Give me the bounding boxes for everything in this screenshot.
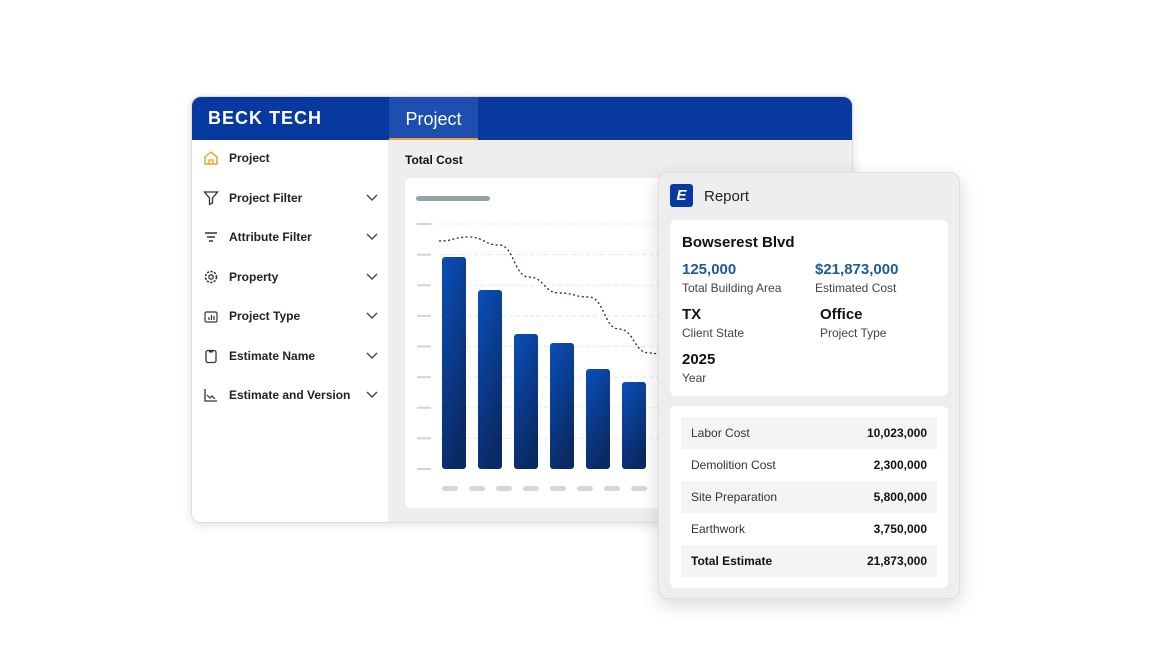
- cost-value: $21,873,000: [815, 261, 899, 278]
- table-row: Site Preparation 5,800,000: [681, 481, 937, 513]
- tab-project[interactable]: Project: [389, 97, 478, 140]
- header: BECK TECH Project: [192, 97, 852, 140]
- chevron-down-icon[interactable]: [366, 307, 378, 325]
- table-row: Labor Cost 10,023,000: [681, 417, 937, 449]
- sidebar-item-label: Attribute Filter: [229, 230, 312, 244]
- bar: [586, 369, 610, 469]
- cost-table: Labor Cost 10,023,000 Demolition Cost 2,300…: [670, 406, 948, 588]
- table-row: Earthwork 3,750,000: [681, 513, 937, 545]
- chevron-down-icon[interactable]: [366, 347, 378, 365]
- sidebar-item-estimate-and-version[interactable]: Estimate and Version: [192, 381, 388, 409]
- project-name: Bowserest Blvd: [682, 234, 795, 251]
- filter-icon: [203, 190, 219, 206]
- table-row: Total Estimate 21,873,000: [681, 545, 937, 577]
- row-amount: 5,800,000: [873, 490, 927, 504]
- row-label: Site Preparation: [691, 490, 778, 504]
- gear-icon: [203, 269, 219, 285]
- area-label: Total Building Area: [682, 281, 782, 295]
- year-value: 2025: [682, 351, 716, 368]
- row-amount: 2,300,000: [873, 458, 927, 472]
- type-value: Office: [820, 306, 863, 323]
- row-label: Labor Cost: [691, 426, 750, 440]
- sidebar-item-project-type[interactable]: Project Type: [192, 302, 388, 330]
- table-row: Demolition Cost 2,300,000: [681, 449, 937, 481]
- bar: [442, 257, 466, 469]
- row-amount: 10,023,000: [866, 426, 927, 440]
- x-tick-label-placeholder: [442, 486, 458, 491]
- bar-chart-icon: [203, 308, 219, 324]
- sort-lines-icon: [203, 229, 219, 245]
- type-label: Project Type: [820, 326, 887, 340]
- home-icon: [203, 150, 219, 166]
- bar: [622, 382, 646, 469]
- row-label: Total Estimate: [691, 554, 773, 568]
- year-label: Year: [682, 371, 707, 385]
- bar: [478, 290, 502, 469]
- logo: BECK TECH: [208, 108, 323, 128]
- sidebar-item-attribute-filter[interactable]: Attribute Filter: [192, 223, 388, 251]
- x-tick-label-placeholder: [577, 486, 593, 491]
- sidebar-item-project[interactable]: Project: [192, 144, 388, 172]
- report-logo-icon: E: [670, 184, 693, 207]
- chevron-down-icon[interactable]: [366, 189, 378, 207]
- sidebar-item-label: Project Type: [229, 309, 301, 323]
- report-panel: E Report Bowserest Blvd 125,000 Total Bu…: [658, 172, 960, 599]
- sidebar-item-label: Property: [229, 269, 279, 284]
- sidebar-item-label: Estimate and Version: [229, 388, 351, 402]
- x-tick-label-placeholder: [604, 486, 620, 491]
- x-tick-label-placeholder: [469, 486, 485, 491]
- x-tick-label-placeholder: [631, 486, 647, 491]
- sidebar-item-label: Project Filter: [229, 190, 303, 205]
- sidebar-item-label: Project: [229, 151, 270, 165]
- chart-title-placeholder: [416, 196, 490, 201]
- row-label: Demolition Cost: [691, 458, 776, 472]
- bar: [550, 343, 574, 469]
- trend-line: [438, 236, 680, 362]
- area-value: 125,000: [682, 261, 737, 278]
- x-tick-label-placeholder: [496, 486, 512, 491]
- sidebar: Project Project Filter Attribute Filter Pro…: [192, 140, 388, 522]
- section-title: Total Cost: [405, 153, 463, 167]
- row-amount: 21,873,000: [866, 554, 927, 568]
- project-summary-card: Bowserest Blvd 125,000 Total Building Ar…: [670, 220, 948, 396]
- x-tick-label-placeholder: [550, 486, 566, 491]
- x-tick-label-placeholder: [523, 486, 539, 491]
- chevron-down-icon[interactable]: [366, 386, 378, 404]
- sidebar-item-estimate-name[interactable]: Estimate Name: [192, 342, 388, 370]
- row-amount: 3,750,000: [873, 522, 927, 536]
- report-title: Report: [704, 188, 750, 205]
- chevron-down-icon[interactable]: [366, 228, 378, 246]
- sidebar-item-label: Estimate Name: [229, 348, 316, 363]
- line-chart-icon: [203, 387, 219, 403]
- sidebar-item-project-filter[interactable]: Project Filter: [192, 184, 388, 212]
- clipboard-icon: [203, 348, 219, 364]
- state-label: Client State: [682, 326, 745, 340]
- chevron-down-icon[interactable]: [366, 268, 378, 286]
- sidebar-item-property[interactable]: Property: [192, 263, 388, 291]
- cost-label: Estimated Cost: [815, 281, 897, 295]
- bar: [514, 334, 538, 469]
- row-label: Earthwork: [691, 522, 746, 536]
- state-value: TX: [682, 306, 702, 323]
